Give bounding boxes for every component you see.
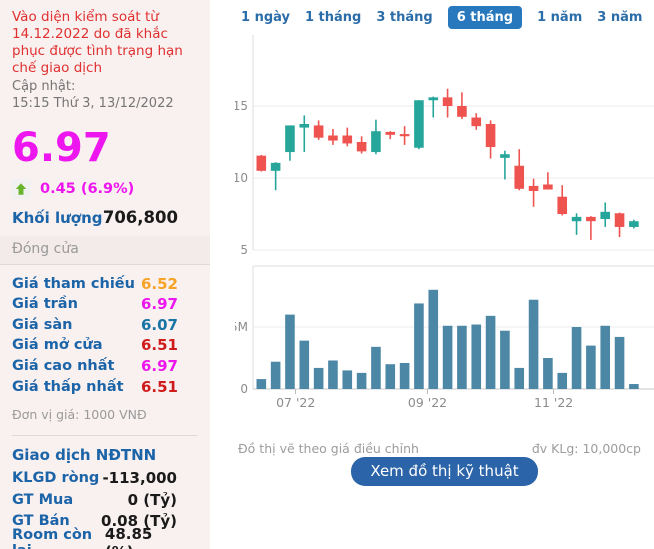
last-price: 6.97 [12,125,111,172]
foreign-row-gt-ban: GT Bán 0.08 (Tỷ) [12,511,177,533]
price-row-value: 6.51 [140,377,178,396]
svg-text:5M: 5M [235,320,248,334]
tab-1-thang[interactable]: 1 tháng [304,10,362,25]
price-row-cao-nhat: Giá cao nhất 6.97 [12,356,178,377]
session-status: Đóng cửa [0,236,210,266]
volume-unit-note: đv KLg: 10,000cp [531,441,641,456]
tab-6-thang[interactable]: 6 tháng [447,6,523,29]
svg-text:5: 5 [240,243,248,257]
adjusted-price-note: Đồ thị vẽ theo giá điều chỉnh [238,441,419,456]
control-status-warning: Vào diện kiểm soát từ 14.12.2022 do đã k… [12,9,183,77]
foreign-row-room-con-lai: Room còn lại 48.85 (%) [12,525,177,549]
price-row-value: 6.97 [140,295,178,314]
price-row-label: Giá thấp nhất [12,378,124,395]
price-row-value: 6.97 [140,357,178,376]
tab-1-ngay[interactable]: 1 ngày [241,10,290,25]
tab-1-nam[interactable]: 1 năm [537,10,583,25]
svg-text:15: 15 [235,99,248,113]
volume-value: 706,800 [102,208,178,228]
foreign-trading-table: KLGD ròng -113,000 GT Mua 0 (Tỷ) GT Bán … [0,467,210,549]
price-change: 0.45 (6.9%) [40,181,135,198]
price-row-label: Giá mở cửa [12,337,103,354]
sidebar-divider [12,434,198,436]
price-row-label: Giá tham chiếu [12,275,135,292]
foreign-row-value: -113,000 [102,468,177,487]
svg-text:10: 10 [235,171,248,185]
foreign-row-label: GT Mua [12,491,74,508]
price-unit-note: Đơn vị giá: 1000 VNĐ [12,406,147,422]
price-row-san: Giá sàn 6.07 [12,315,178,336]
price-row-label: Giá sàn [12,316,73,333]
price-info-table: Giá tham chiếu 6.52 Giá trần 6.97 Giá sà… [0,265,210,397]
price-row-mo-cua: Giá mở cửa 6.51 [12,335,178,356]
foreign-row-label: KLGD ròng [12,469,100,486]
update-time: 15:15 Thứ 3, 13/12/2022 [12,96,174,112]
volume-bar-chart[interactable]: 5M 0 07 '22 09 '22 11 '22 [235,262,654,414]
price-row-value: 6.52 [140,274,178,293]
price-row-value: 6.51 [140,336,178,355]
price-row-tran: Giá trần 6.97 [12,294,178,315]
tab-3-nam[interactable]: 3 năm [597,10,643,25]
svg-text:11 '22: 11 '22 [534,395,573,410]
price-row-thap-nhat: Giá thấp nhất 6.51 [12,376,178,397]
technical-chart-button[interactable]: Xem đồ thị kỹ thuật [351,457,538,486]
period-tabs: 1 ngày 1 tháng 3 tháng 6 tháng 1 năm 3 n… [241,6,654,29]
update-label: Cập nhật: [12,78,76,94]
foreign-row-label: GT Bán [12,513,70,530]
price-row-value: 6.07 [140,315,178,334]
svg-text:07 '22: 07 '22 [276,395,315,410]
price-row-tham-chieu: Giá tham chiếu 6.52 [12,273,178,294]
foreign-row-gt-mua: GT Mua 0 (Tỷ) [12,489,177,511]
quote-sidebar: Vào diện kiểm soát từ 14.12.2022 do đã k… [0,0,210,549]
foreign-row-label: Room còn lại [12,527,93,549]
price-row-label: Giá trần [12,296,78,313]
svg-text:09 '22: 09 '22 [408,395,447,410]
tab-3-thang[interactable]: 3 tháng [376,10,433,25]
up-arrow-icon [11,179,31,200]
foreign-row-klgd-rong: KLGD ròng -113,000 [12,467,177,489]
svg-text:0: 0 [240,382,248,396]
foreign-row-value: 48.85 (%) [104,525,153,549]
foreign-row-value: 0.08 (Tỷ) [101,512,177,531]
price-row-label: Giá cao nhất [12,358,115,375]
foreign-row-value: 0 (Tỷ) [127,490,177,509]
foreign-trading-header: Giao dịch NĐTNN [12,445,157,464]
volume-label: Khối lượng [12,209,103,228]
candlestick-price-chart[interactable]: 15 10 5 [235,35,654,262]
